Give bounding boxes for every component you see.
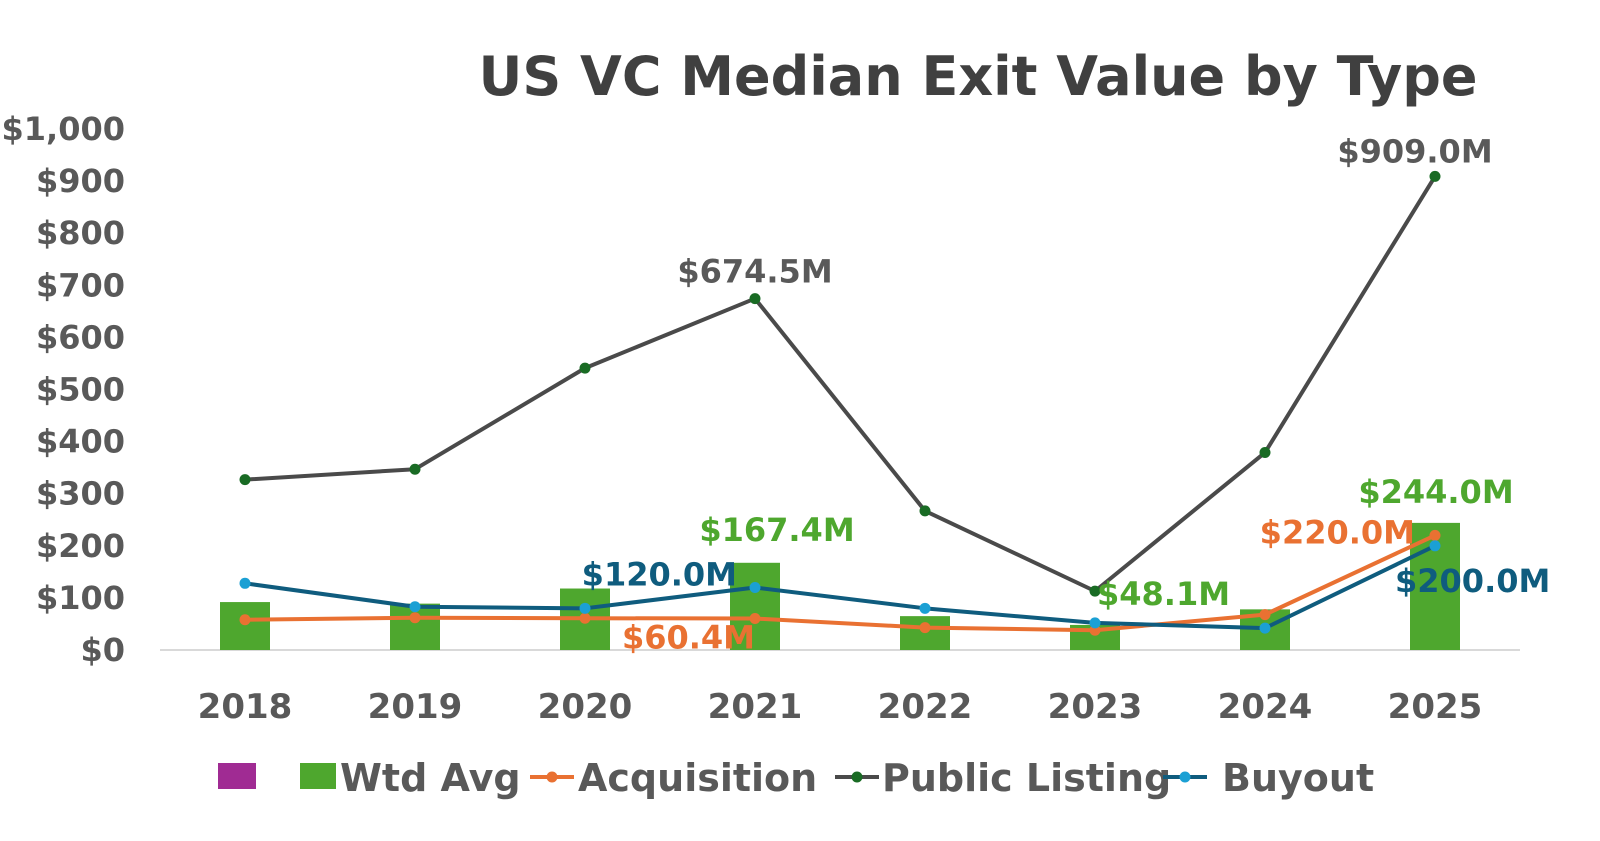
legend-swatch (300, 763, 336, 789)
legend-item-unnamed (218, 763, 256, 789)
legend-item-buyout: Buyout (1163, 756, 1374, 800)
x-tick-label: 2024 (1218, 687, 1313, 727)
x-tick-label: 2022 (878, 687, 973, 727)
point-buyout-2023 (1089, 617, 1101, 629)
legend-item-acquisition: Acquisition (530, 756, 817, 800)
point-public-listing-2021 (749, 293, 761, 305)
legend-item-wtd-avg: Wtd Avg (300, 756, 521, 800)
y-tick-label: $500 (36, 371, 125, 409)
point-public-listing-2019 (409, 463, 421, 475)
line-buyout (244, 543, 1436, 631)
point-buyout-2025 (1429, 540, 1441, 552)
x-tick-label: 2019 (368, 687, 463, 727)
point-public-listing-2018 (239, 474, 251, 486)
bar-wtd-avg-2018 (220, 602, 270, 650)
y-tick-label: $300 (36, 475, 125, 513)
data-label-buyout-2021: $120.0M (582, 555, 737, 593)
data-label-acquisition-2025: $220.0M (1260, 513, 1415, 551)
y-tick-label: $400 (36, 423, 125, 461)
legend-swatch-marker (1179, 771, 1191, 783)
legend-label: Acquisition (578, 756, 817, 800)
point-buyout-2021 (749, 581, 761, 593)
point-acquisition-2025 (1429, 529, 1441, 541)
x-tick-label: 2021 (708, 687, 803, 727)
legend-label: Buyout (1222, 756, 1374, 800)
y-tick-label: $100 (36, 579, 125, 617)
x-tick-label: 2025 (1388, 687, 1483, 727)
point-acquisition-2020 (579, 612, 591, 624)
y-tick-label: $600 (36, 318, 125, 356)
legend: Wtd Avg Acquisition Public Listing Buyout (218, 756, 1374, 800)
legend-swatch-marker (851, 771, 863, 783)
y-tick-label: $700 (36, 266, 125, 304)
data-label-acquisition-2021: $60.4M (622, 619, 755, 657)
data-label-wtd-avg-2023: $48.1M (1097, 575, 1230, 613)
line-series (239, 170, 1441, 636)
legend-swatch-marker (546, 771, 558, 783)
y-tick-label: $200 (36, 527, 125, 565)
data-label-wtd-avg-2025: $244.0M (1358, 473, 1513, 511)
x-tick-label: 2020 (538, 687, 633, 727)
legend-swatch (218, 763, 256, 789)
point-public-listing-2025 (1429, 170, 1441, 182)
point-acquisition-2024 (1259, 609, 1271, 621)
bar-wtd-avg-2021 (730, 562, 780, 650)
x-tick-label: 2023 (1048, 687, 1143, 727)
point-public-listing-2023 (1089, 585, 1101, 597)
point-acquisition-2021 (749, 613, 761, 625)
point-buyout-2018 (239, 577, 251, 589)
legend-item-public-listing: Public Listing (835, 756, 1171, 800)
y-tick-label: $1,000 (2, 110, 125, 148)
data-label-public-listing-2021: $674.5M (677, 253, 832, 291)
data-label-buyout-2025: $200.0M (1395, 562, 1550, 600)
point-buyout-2019 (409, 601, 421, 613)
legend-label: Wtd Avg (340, 756, 521, 800)
data-labels: $674.5M $909.0M $167.4M $48.1M $244.0M $120.0… (582, 132, 1551, 656)
data-label-wtd-avg-2021: $167.4M (699, 511, 854, 549)
point-public-listing-2022 (919, 505, 931, 517)
line-acquisition (244, 533, 1436, 633)
point-acquisition-2019 (409, 612, 421, 624)
y-tick-label: $0 (80, 631, 125, 669)
point-buyout-2022 (919, 602, 931, 614)
y-axis: $0 $100 $200 $300 $400 $500 $600 $700 $800 $900 $1… (2, 110, 125, 669)
point-buyout-2024 (1259, 622, 1271, 634)
point-public-listing-2020 (579, 362, 591, 374)
x-axis: 2018 2019 2020 2021 2022 2023 2024 2025 (198, 687, 1483, 727)
chart-title: US VC Median Exit Value by Type (478, 45, 1477, 108)
point-acquisition-2022 (919, 622, 931, 634)
legend-label: Public Listing (882, 756, 1171, 800)
point-buyout-2020 (579, 602, 591, 614)
y-tick-label: $800 (36, 214, 125, 252)
point-public-listing-2024 (1259, 447, 1271, 459)
point-acquisition-2018 (239, 614, 251, 626)
line-public-listing (244, 175, 1437, 594)
y-tick-label: $900 (36, 162, 125, 200)
data-label-public-listing-2025: $909.0M (1337, 132, 1492, 170)
x-tick-label: 2018 (198, 687, 293, 727)
